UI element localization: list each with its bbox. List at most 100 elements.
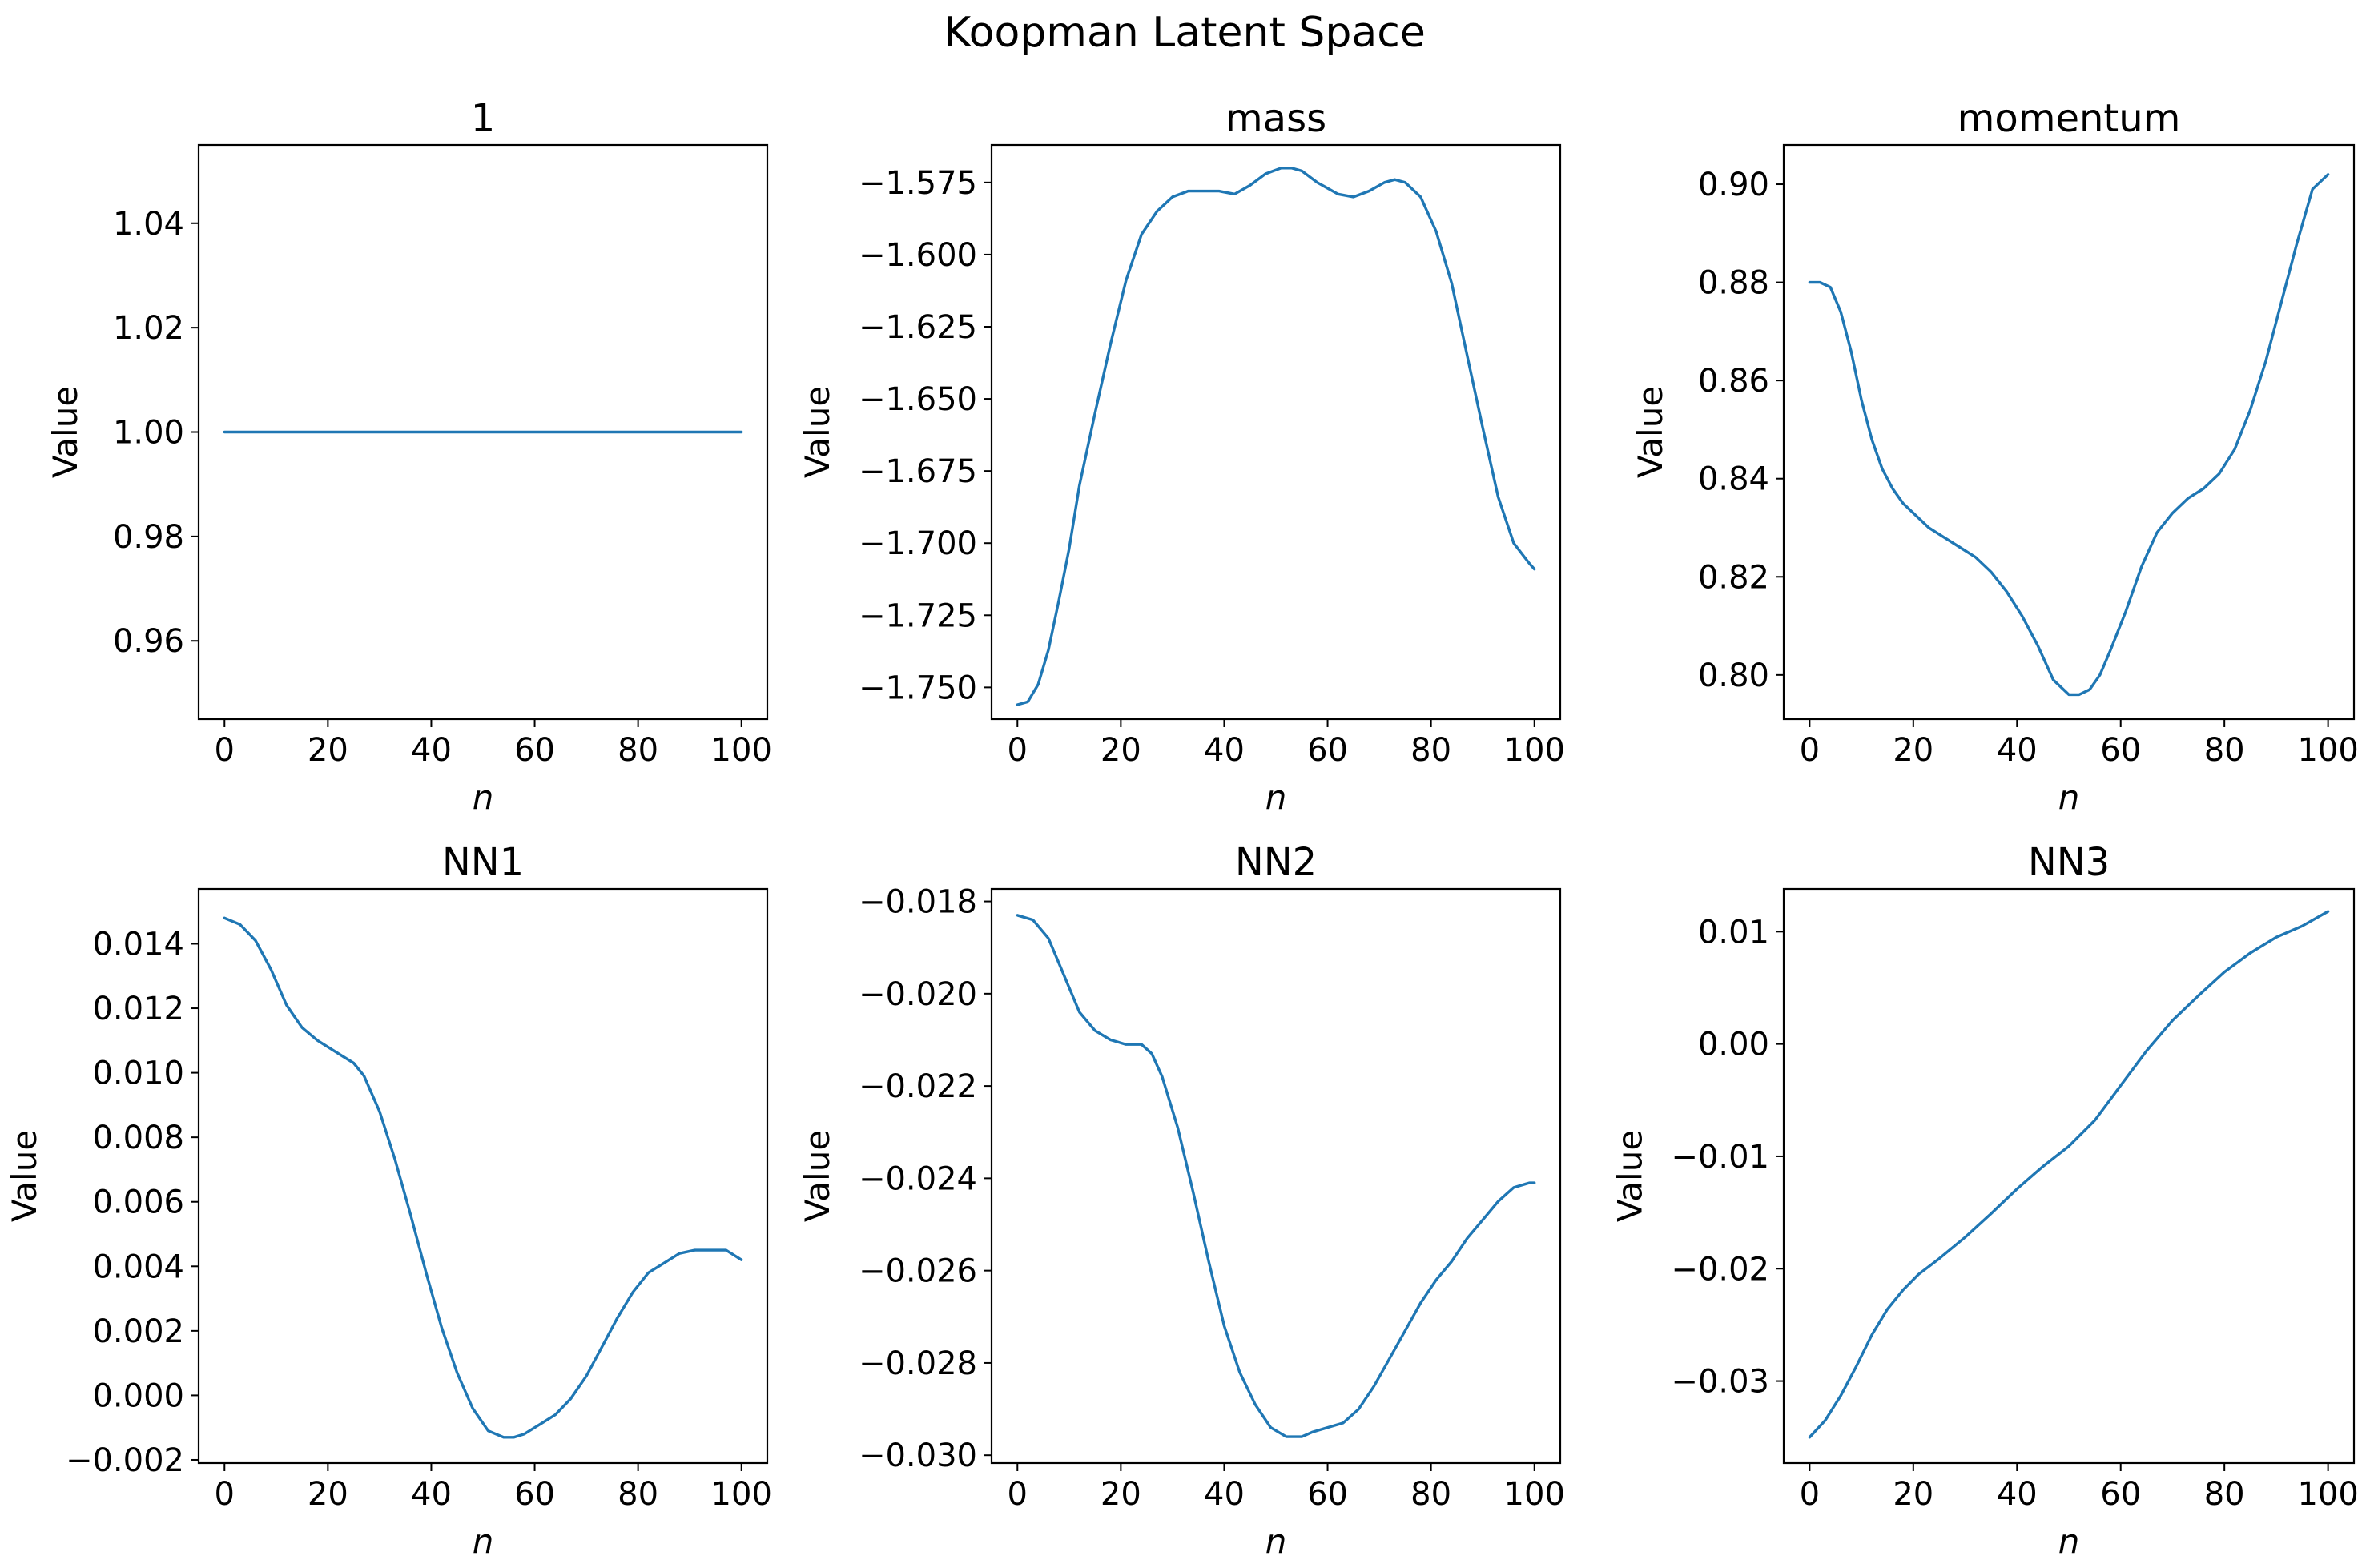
x-tick-label: 20 [1893, 1476, 1933, 1513]
y-tick-label: −0.018 [859, 884, 977, 921]
x-tick-label: 20 [308, 732, 348, 769]
series-line [1016, 167, 1536, 706]
x-tick-label: 20 [1101, 732, 1141, 769]
x-axis-label: n [2058, 1522, 2080, 1561]
x-tick-label: 60 [1307, 732, 1348, 769]
y-axis-label: Value [798, 386, 837, 478]
x-tick-label: 0 [1800, 732, 1820, 769]
x-tick-label: 80 [618, 1476, 658, 1513]
y-tick-label: 1.02 [113, 310, 184, 347]
y-tick-label: −1.625 [859, 309, 977, 346]
y-tick-label: −0.002 [66, 1442, 184, 1479]
y-tick-label: 0.000 [92, 1377, 184, 1414]
x-tick-label: 80 [2204, 1476, 2245, 1513]
x-tick-label: 40 [1204, 1476, 1245, 1513]
x-tick-label: 100 [711, 1476, 772, 1513]
x-tick-label: 40 [411, 732, 452, 769]
series-line [223, 916, 743, 1439]
y-tick-label: 0.008 [92, 1120, 184, 1156]
x-tick-label: 100 [2297, 1476, 2358, 1513]
x-tick-label: 40 [1204, 732, 1245, 769]
subplot-3: momentum 0 20 40 60 80 100 0.80 0.82 0.84 0.86 0.88… [1631, 96, 2359, 817]
x-tick-label: 60 [514, 732, 555, 769]
y-tick-label: 0.96 [113, 623, 184, 660]
y-tick-label: 0.004 [92, 1248, 184, 1285]
subplot-title: NN3 [2028, 840, 2110, 885]
y-tick-label: −0.01 [1671, 1139, 1769, 1176]
y-tick-label: 0.012 [92, 991, 184, 1027]
y-tick-label: −1.750 [859, 669, 977, 706]
y-tick-label: 0.88 [1698, 265, 1769, 302]
y-tick-label: 0.90 [1698, 167, 1769, 203]
plot-frame [990, 143, 1562, 721]
x-tick-label: 100 [2297, 732, 2358, 769]
x-tick-label: 0 [215, 1476, 235, 1513]
x-tick-label: 40 [1997, 732, 2038, 769]
y-tick-label: −0.028 [859, 1345, 977, 1382]
y-tick-label: −0.030 [859, 1437, 977, 1474]
series-line [1016, 914, 1536, 1438]
x-tick-label: 20 [1101, 1476, 1141, 1513]
y-tick-label: −0.022 [859, 1068, 977, 1105]
subplot-title: NN2 [1235, 840, 1317, 885]
x-tick-label: 0 [215, 732, 235, 769]
plot-frame [197, 143, 769, 721]
x-tick-label: 20 [308, 1476, 348, 1513]
y-tick-label: −0.020 [859, 976, 977, 1013]
series-line [1808, 910, 2330, 1439]
y-tick-label: −0.026 [859, 1253, 977, 1290]
figure-title: Koopman Latent Space [944, 9, 1426, 57]
x-axis-label: n [473, 1522, 494, 1561]
x-tick-label: 0 [1008, 1476, 1028, 1513]
plot-frame [1782, 143, 2356, 721]
y-tick-label: −1.575 [859, 165, 977, 202]
series-line [1808, 173, 2330, 697]
x-axis-label: n [1265, 778, 1287, 817]
x-tick-label: 100 [1504, 1476, 1565, 1513]
y-axis-label: Value [1631, 386, 1670, 478]
y-tick-label: −0.03 [1671, 1364, 1769, 1401]
plot-frame [1782, 887, 2356, 1465]
x-tick-label: 0 [1800, 1476, 1820, 1513]
y-tick-label: 1.04 [113, 206, 184, 243]
y-axis-label: Value [798, 1130, 837, 1222]
subplot-title: mass [1225, 96, 1326, 141]
x-tick-label: 100 [711, 732, 772, 769]
subplot-title: 1 [471, 96, 496, 141]
y-tick-label: −0.024 [859, 1160, 977, 1197]
x-tick-label: 40 [411, 1476, 452, 1513]
subplot-4: NN1 0 20 40 60 80 100 −0.002 0.000 0.002 0.004 0.00… [5, 840, 772, 1561]
y-tick-label: −0.02 [1671, 1251, 1769, 1288]
y-tick-label: 0.86 [1698, 363, 1769, 400]
x-tick-label: 80 [1410, 732, 1451, 769]
x-axis-label: n [2058, 778, 2080, 817]
y-tick-label: 0.014 [92, 926, 184, 963]
y-tick-label: 0.002 [92, 1313, 184, 1350]
plot-frame [990, 887, 1562, 1465]
x-tick-label: 60 [2100, 1476, 2141, 1513]
y-tick-label: −1.725 [859, 597, 977, 634]
subplot-6: NN3 0 20 40 60 80 100 −0.03 −0.02 −0.01 0.00 0.01 n V… [1611, 840, 2359, 1561]
x-tick-label: 100 [1504, 732, 1565, 769]
y-tick-label: 0.98 [113, 519, 184, 556]
y-tick-label: −1.675 [859, 453, 977, 490]
x-tick-label: 60 [2100, 732, 2141, 769]
subplot-title: NN1 [442, 840, 524, 885]
y-tick-label: 0.010 [92, 1055, 184, 1092]
x-axis-label: n [1265, 1522, 1287, 1561]
y-tick-label: 0.006 [92, 1184, 184, 1221]
x-tick-label: 80 [618, 732, 658, 769]
y-tick-label: 0.01 [1698, 914, 1769, 951]
y-axis-label: Value [46, 386, 85, 478]
x-tick-label: 20 [1893, 732, 1933, 769]
x-tick-label: 60 [1307, 1476, 1348, 1513]
y-axis-label: Value [1611, 1130, 1650, 1222]
subplot-2: mass 0 20 40 60 80 100 −1.750 −1.725 −1.700 −1.675… [798, 96, 1565, 817]
y-tick-label: 1.00 [113, 415, 184, 452]
x-tick-label: 40 [1997, 1476, 2038, 1513]
y-tick-label: −1.650 [859, 381, 977, 418]
subplot-5: NN2 0 20 40 60 80 100 −0.030 −0.028 −0.026 −0.024 −… [798, 840, 1565, 1561]
x-axis-label: n [473, 778, 494, 817]
